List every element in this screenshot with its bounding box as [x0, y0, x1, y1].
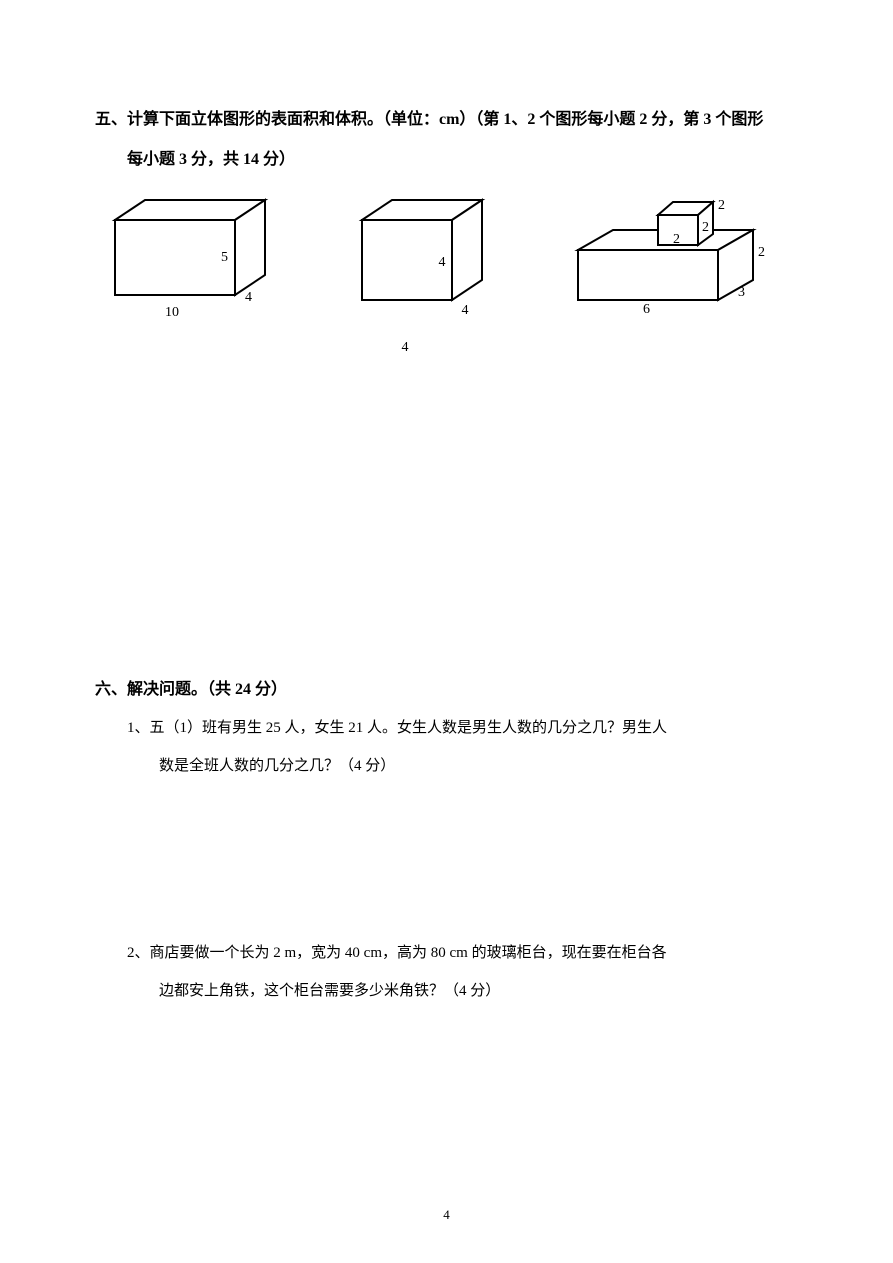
fig3-base-height: 2: [758, 245, 765, 261]
page-number: 4: [0, 1207, 893, 1223]
question-2-line2: 边都安上角铁，这个柜台需要多少米角铁？（4 分）: [127, 973, 798, 1011]
section-6-heading: 六、解决问题。（共 24 分）: [95, 670, 798, 710]
heading-text-line2: 每小题 3 分，共 14 分）: [95, 140, 798, 180]
question-2: 2、商店要做一个长为 2 m，宽为 40 cm，高为 80 cm 的玻璃柜台，现…: [127, 935, 798, 1010]
question-1-line2: 数是全班人数的几分之几？（4 分）: [127, 748, 798, 786]
cuboid-svg: [105, 190, 285, 350]
section-5-heading: 五、计算下面立体图形的表面积和体积。（单位：cm）（第 1、2 个图形每小题 2…: [95, 100, 798, 180]
question-1-line1: 1、五（1）班有男生 25 人，女生 21 人。女生人数是男生人数的几分之几？男…: [127, 720, 667, 736]
question-list: 1、五（1）班有男生 25 人，女生 21 人。女生人数是男生人数的几分之几？男…: [95, 710, 798, 1010]
figures-container: 5 4 10 4 4 4 2 2 2 2 3 6: [95, 190, 798, 370]
fig3-base-width: 3: [738, 285, 745, 301]
fig3-top-label3: 2: [673, 232, 680, 248]
fig2-label2: 4: [462, 303, 469, 319]
fig1-height-label: 5: [221, 250, 228, 266]
heading-text-line1: 五、计算下面立体图形的表面积和体积。（单位：cm）（第 1、2 个图形每小题 2…: [95, 111, 763, 128]
figure-2-cube: 4 4 4: [347, 190, 507, 370]
cube-svg: [347, 190, 507, 350]
section-6-heading-text: 六、解决问题。（共 24 分）: [95, 681, 287, 698]
question-1: 1、五（1）班有男生 25 人，女生 21 人。女生人数是男生人数的几分之几？男…: [127, 710, 798, 785]
fig3-top-label2: 2: [702, 220, 709, 236]
figure-3-composite: 2 2 2 2 3 6: [568, 190, 788, 350]
composite-svg: [568, 190, 788, 350]
figure-1-cuboid: 5 4 10: [105, 190, 285, 350]
fig1-width-label: 4: [245, 290, 252, 306]
question-2-line1: 2、商店要做一个长为 2 m，宽为 40 cm，高为 80 cm 的玻璃柜台，现…: [127, 945, 667, 961]
fig2-label3: 4: [402, 340, 409, 356]
fig2-label1: 4: [439, 255, 446, 271]
section-6: 六、解决问题。（共 24 分） 1、五（1）班有男生 25 人，女生 21 人。…: [95, 670, 798, 1010]
fig3-top-label1: 2: [718, 198, 725, 214]
fig3-base-length: 6: [643, 302, 650, 318]
fig1-length-label: 10: [165, 305, 179, 321]
